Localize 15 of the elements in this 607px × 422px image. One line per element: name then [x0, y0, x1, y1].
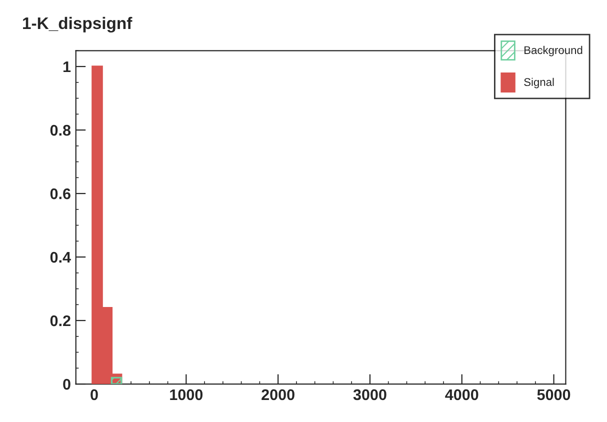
x-tick-label: 5000 [537, 389, 570, 400]
y-tick-label: 0.8 [50, 124, 71, 136]
legend-label: Signal [524, 78, 554, 88]
x-tick-label: 4000 [445, 389, 478, 400]
y-tick-label: 1 [63, 62, 71, 72]
y-tick-label: 0 [63, 378, 70, 390]
y-tick-label: 0.4 [50, 252, 71, 263]
y-tick-label: 0.6 [50, 188, 70, 200]
x-tick-label: 0 [90, 389, 98, 400]
chart-title: 1-K_dispsignf [23, 16, 132, 33]
legend-label: Background [524, 46, 582, 56]
x-tick-label: 2000 [262, 389, 294, 400]
x-tick-label: 3000 [353, 389, 386, 400]
y-tick-label: 0.2 [50, 315, 70, 326]
x-tick-label: 1000 [170, 389, 203, 400]
